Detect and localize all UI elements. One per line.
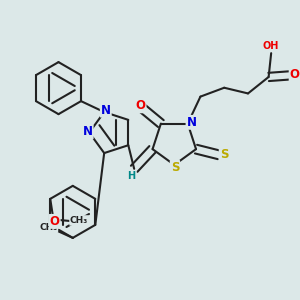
Text: O: O	[290, 68, 300, 81]
Text: O: O	[136, 99, 146, 112]
Text: H: H	[128, 171, 136, 182]
Text: CH₃: CH₃	[70, 216, 88, 225]
Text: O: O	[50, 215, 60, 228]
Text: N: N	[83, 125, 93, 138]
Text: CH₃: CH₃	[39, 223, 58, 232]
Text: OH: OH	[263, 41, 279, 51]
Text: S: S	[220, 148, 228, 161]
Text: N: N	[101, 103, 111, 117]
Text: S: S	[171, 161, 179, 174]
Text: N: N	[187, 116, 196, 129]
